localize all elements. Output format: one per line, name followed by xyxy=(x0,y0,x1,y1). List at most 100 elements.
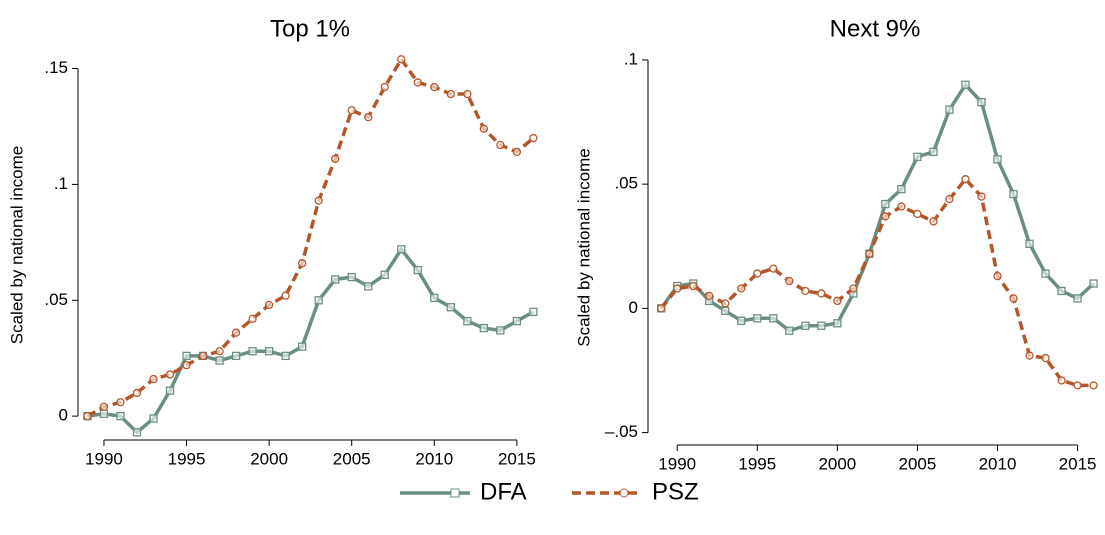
marker xyxy=(881,199,890,209)
marker xyxy=(380,270,389,279)
legend-label: DFA xyxy=(480,478,527,505)
marker xyxy=(881,212,890,221)
chart-title: Top 1% xyxy=(270,15,350,42)
marker xyxy=(721,306,730,315)
y-tick-label: 0 xyxy=(59,406,68,425)
chart-title: Next 9% xyxy=(830,15,921,42)
marker xyxy=(689,281,698,291)
marker xyxy=(430,293,439,303)
marker xyxy=(479,323,488,333)
marker xyxy=(331,154,340,164)
marker xyxy=(929,217,938,226)
series-line xyxy=(659,176,1094,388)
marker xyxy=(833,319,842,328)
marker xyxy=(446,89,455,99)
marker xyxy=(849,284,858,293)
marker xyxy=(298,259,307,268)
marker xyxy=(364,113,373,122)
x-tick-label: 1990 xyxy=(85,449,123,468)
marker xyxy=(769,264,778,273)
marker xyxy=(496,140,505,150)
marker xyxy=(248,347,257,356)
marker xyxy=(298,342,307,351)
marker xyxy=(1089,279,1098,288)
x-tick-label: 1995 xyxy=(168,449,206,468)
marker xyxy=(801,321,810,330)
x-tick-label: 2015 xyxy=(498,449,536,468)
marker xyxy=(430,82,439,92)
marker xyxy=(785,326,794,335)
marker xyxy=(753,314,762,323)
series-line xyxy=(86,56,535,418)
marker xyxy=(1041,353,1050,363)
marker xyxy=(1025,239,1034,248)
legend-marker xyxy=(619,488,629,498)
marker xyxy=(215,347,224,356)
marker xyxy=(314,196,323,205)
marker xyxy=(132,388,142,398)
marker xyxy=(364,282,373,291)
marker xyxy=(529,307,538,317)
marker xyxy=(1009,294,1018,303)
marker xyxy=(512,147,522,157)
marker xyxy=(463,316,472,326)
series-line xyxy=(659,81,1095,333)
y-tick-label: 0 xyxy=(629,298,638,317)
marker xyxy=(182,361,191,370)
marker xyxy=(817,289,826,298)
x-tick-label: 2010 xyxy=(979,454,1017,473)
x-tick-label: 2000 xyxy=(818,454,856,473)
marker xyxy=(657,304,666,313)
y-tick-label: .1 xyxy=(54,174,68,193)
y-tick-label: .05 xyxy=(44,290,68,309)
marker xyxy=(913,152,922,161)
y-axis-label: Scaled by national income xyxy=(7,146,26,344)
marker xyxy=(785,276,794,286)
marker xyxy=(132,428,142,437)
marker xyxy=(248,314,257,323)
marker xyxy=(165,386,175,395)
marker xyxy=(116,398,125,407)
series-line xyxy=(87,246,535,435)
marker xyxy=(1089,381,1098,390)
x-tick-label: 2015 xyxy=(1059,454,1097,473)
marker xyxy=(99,402,109,412)
marker xyxy=(1025,351,1034,360)
marker xyxy=(281,291,290,300)
y-axis-label: Scaled by national income xyxy=(574,148,593,346)
y-tick-label: .05 xyxy=(614,174,638,193)
marker xyxy=(496,326,505,335)
marker xyxy=(977,192,986,201)
marker xyxy=(1009,189,1018,199)
marker xyxy=(753,269,762,278)
y-tick-label: .15 xyxy=(44,58,68,77)
x-tick-label: 1995 xyxy=(738,454,776,473)
marker xyxy=(463,89,472,99)
legend-label: PSZ xyxy=(652,478,699,505)
marker xyxy=(929,147,938,157)
marker xyxy=(479,124,488,133)
marker xyxy=(231,351,241,361)
marker xyxy=(993,271,1002,281)
y-tick-label: .1 xyxy=(624,49,638,68)
marker xyxy=(446,303,455,312)
marker xyxy=(231,328,241,337)
marker xyxy=(961,80,970,89)
marker xyxy=(865,249,874,258)
marker xyxy=(817,321,826,330)
marker xyxy=(1073,294,1082,303)
marker xyxy=(182,351,191,361)
marker xyxy=(897,202,906,211)
marker xyxy=(993,155,1002,164)
marker xyxy=(769,314,778,323)
marker xyxy=(977,98,986,107)
marker xyxy=(1073,381,1082,390)
marker xyxy=(913,209,922,219)
marker xyxy=(264,300,274,310)
marker xyxy=(897,184,906,194)
marker xyxy=(198,351,208,361)
marker xyxy=(347,272,356,282)
marker xyxy=(673,284,682,293)
x-tick-label: 2010 xyxy=(415,449,453,468)
